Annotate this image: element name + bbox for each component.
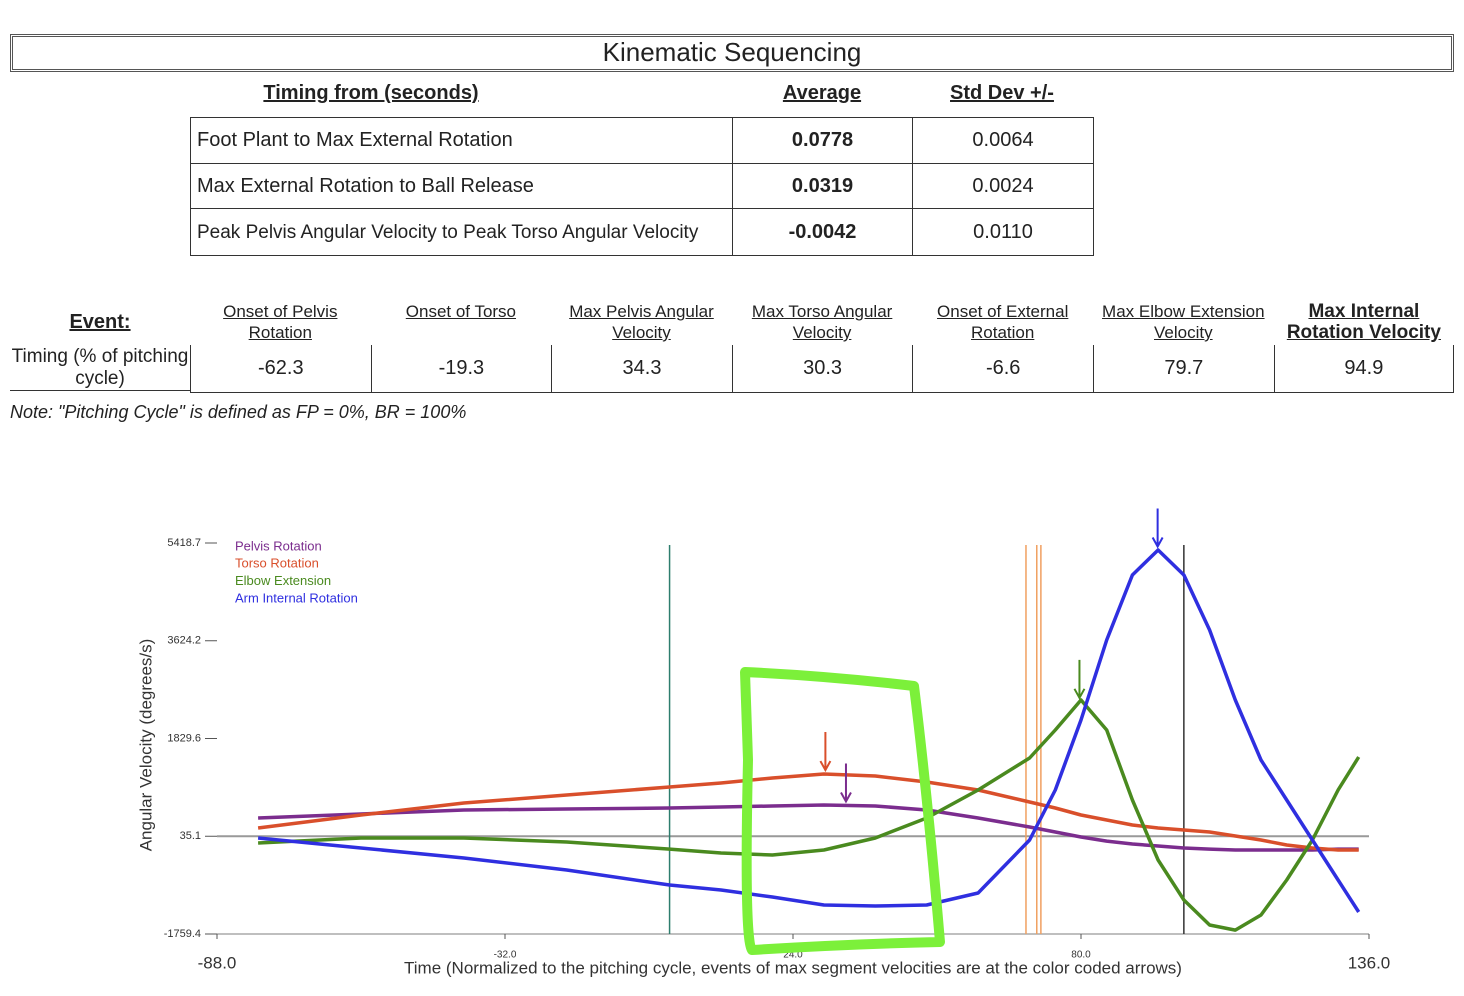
event-arrow — [819, 732, 832, 773]
page-title: Kinematic Sequencing — [10, 34, 1454, 72]
event-value: 30.3 — [731, 345, 913, 393]
event-value: 34.3 — [551, 345, 732, 393]
legend-entry: Pelvis Rotation — [235, 538, 322, 553]
event-value: -62.3 — [190, 345, 371, 393]
y-tick-label: 1829.6 — [167, 732, 201, 744]
y-tick-label: 5418.7 — [167, 537, 201, 549]
event-arrow — [1151, 508, 1164, 549]
x-tick-label: -32.0 — [494, 950, 517, 961]
series-line — [258, 698, 1361, 932]
event-column-header: Max Torso Angular Velocity — [751, 302, 893, 342]
series-line — [257, 548, 1361, 913]
event-arrow — [1073, 659, 1086, 700]
legend-entry: Arm Internal Rotation — [235, 590, 358, 605]
event-value: 94.9 — [1273, 345, 1455, 393]
series-line — [258, 803, 1359, 852]
legend-entry: Elbow Extension — [235, 573, 331, 588]
event-column-header: Onset of Pelvis Rotation — [223, 302, 338, 342]
event-value: 79.7 — [1093, 345, 1274, 393]
y-tick-label: 35.1 — [180, 830, 201, 842]
timing-cell: 0.0110 — [912, 208, 1094, 256]
x-axis-label: Time (Normalized to the pitching cycle, … — [404, 958, 1182, 977]
event-column-header: Max Pelvis Angular Velocity — [569, 302, 714, 342]
event-row-label: Timing (% of pitching cycle) — [10, 346, 190, 391]
timing-header: Timing from (seconds) — [263, 82, 479, 104]
event-arrow — [840, 763, 852, 804]
event-header: Event: — [69, 311, 131, 333]
event-column-header: Max Elbow Extension Velocity — [1102, 302, 1265, 342]
y-axis-label: Angular Velocity (degrees/s) — [136, 639, 155, 852]
note: Note: "Pitching Cycle" is defined as FP … — [10, 402, 467, 422]
series-line — [257, 772, 1359, 852]
x-tick-label: 80.0 — [1071, 950, 1091, 961]
x-tick-label: 24.0 — [783, 950, 803, 961]
y-tick-label: 3624.2 — [167, 635, 201, 647]
timing-header: Average — [782, 82, 862, 104]
legend-entry: Torso Rotation — [235, 556, 319, 571]
x-tick-label: -88.0 — [198, 953, 237, 972]
event-column-header: Onset of Torso — [405, 302, 517, 321]
event-value: -19.3 — [370, 345, 552, 393]
x-tick-label: 136.0 — [1348, 953, 1391, 972]
event-column-header: Max Internal Rotation Velocity — [1286, 301, 1441, 343]
y-tick-label: -1759.4 — [164, 928, 201, 940]
event-column-header: Onset of External Rotation — [937, 302, 1069, 342]
highlight-annotation — [740, 667, 945, 955]
event-value: -6.6 — [912, 345, 1093, 393]
timing-header: Std Dev +/- — [950, 82, 1054, 104]
